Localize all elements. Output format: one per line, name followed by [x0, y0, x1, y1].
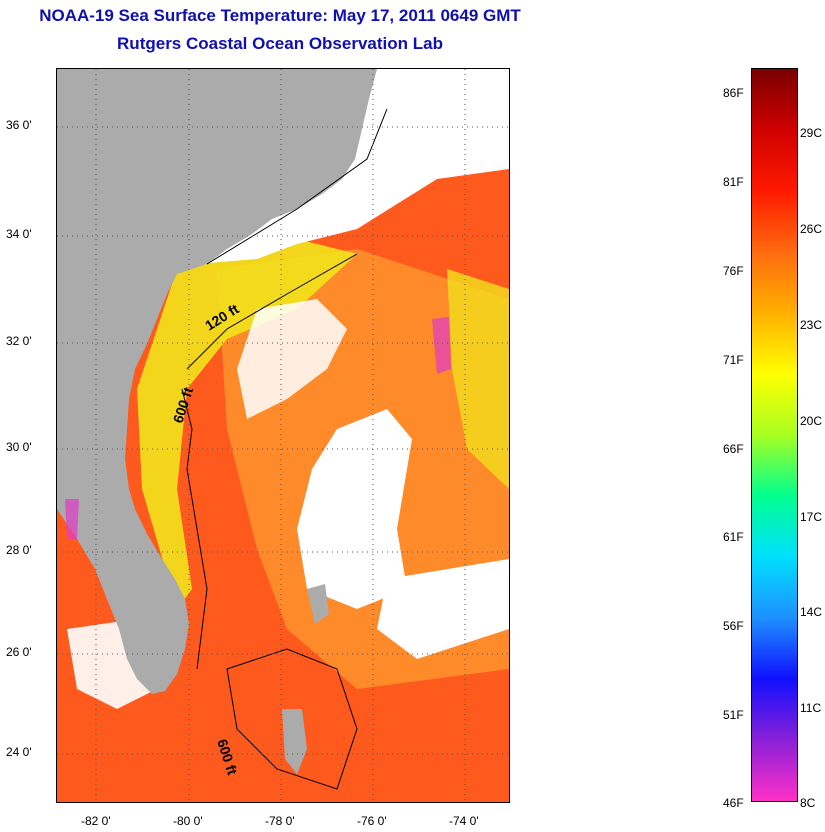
lat-label-24: 24 0': [6, 745, 32, 759]
land-us-coast: [57, 69, 377, 694]
cloud-patches: [237, 299, 347, 419]
colorbar-label-66f: 66F: [723, 442, 744, 456]
yellow-eastern-water: [447, 269, 509, 489]
lon-label-74: -74 0': [449, 814, 479, 828]
lat-label-28: 28 0': [6, 543, 32, 557]
colorbar-label-51f: 51F: [723, 708, 744, 722]
lat-label-32: 32 0': [6, 334, 32, 348]
lat-label-26: 26 0': [6, 645, 32, 659]
sst-map: 120 ft 600 ft 600 ft: [56, 68, 510, 803]
colorbar-label-56f: 56F: [723, 619, 744, 633]
land-bahamas-abaco: [307, 584, 329, 624]
temperature-colorbar: [751, 68, 798, 802]
lat-label-30: 30 0': [6, 440, 32, 454]
colorbar-label-76f: 76F: [723, 264, 744, 278]
colorbar-label-8c: 8C: [800, 796, 816, 810]
colorbar-label-11c: 11C: [800, 701, 822, 715]
colorbar-label-26c: 26C: [800, 222, 823, 236]
colorbar-label-20c: 20C: [800, 414, 823, 428]
cloud-center: [297, 409, 412, 609]
colorbar-label-86f: 86F: [723, 86, 744, 100]
lon-label-78: -78 0': [265, 814, 295, 828]
cool-speckle-2: [65, 499, 79, 539]
lon-label-76: -76 0': [357, 814, 387, 828]
lat-label-36: 36 0': [6, 118, 32, 132]
map-title: NOAA-19 Sea Surface Temperature: May 17,…: [39, 6, 521, 25]
lat-label-34: 34 0': [6, 227, 32, 241]
colorbar-label-29c: 29C: [800, 126, 823, 140]
contour-120ft: [186, 253, 358, 370]
map-subtitle: Rutgers Coastal Ocean Observation Lab: [117, 34, 443, 53]
contour-bahamas: [226, 648, 358, 790]
lon-label-80: -80 0': [173, 814, 203, 828]
yellow-coastal-water: [137, 239, 357, 609]
colorbar-label-61f: 61F: [723, 530, 744, 544]
land-bahamas-andros: [282, 709, 307, 774]
cool-speckle-1: [432, 317, 451, 374]
colorbar-label-46f: 46F: [723, 796, 744, 810]
colorbar-label-14c: 14C: [800, 605, 823, 619]
lon-label-82: -82 0': [81, 814, 111, 828]
contour-600ft: [181, 388, 208, 670]
colorbar-label-71f: 71F: [723, 353, 744, 367]
graticule: [57, 69, 509, 802]
cloud-south-east: [377, 559, 509, 659]
colorbar-label-23c: 23C: [800, 318, 823, 332]
colorbar-label-17c: 17C: [800, 510, 823, 524]
colorbar-label-81f: 81F: [723, 175, 744, 189]
